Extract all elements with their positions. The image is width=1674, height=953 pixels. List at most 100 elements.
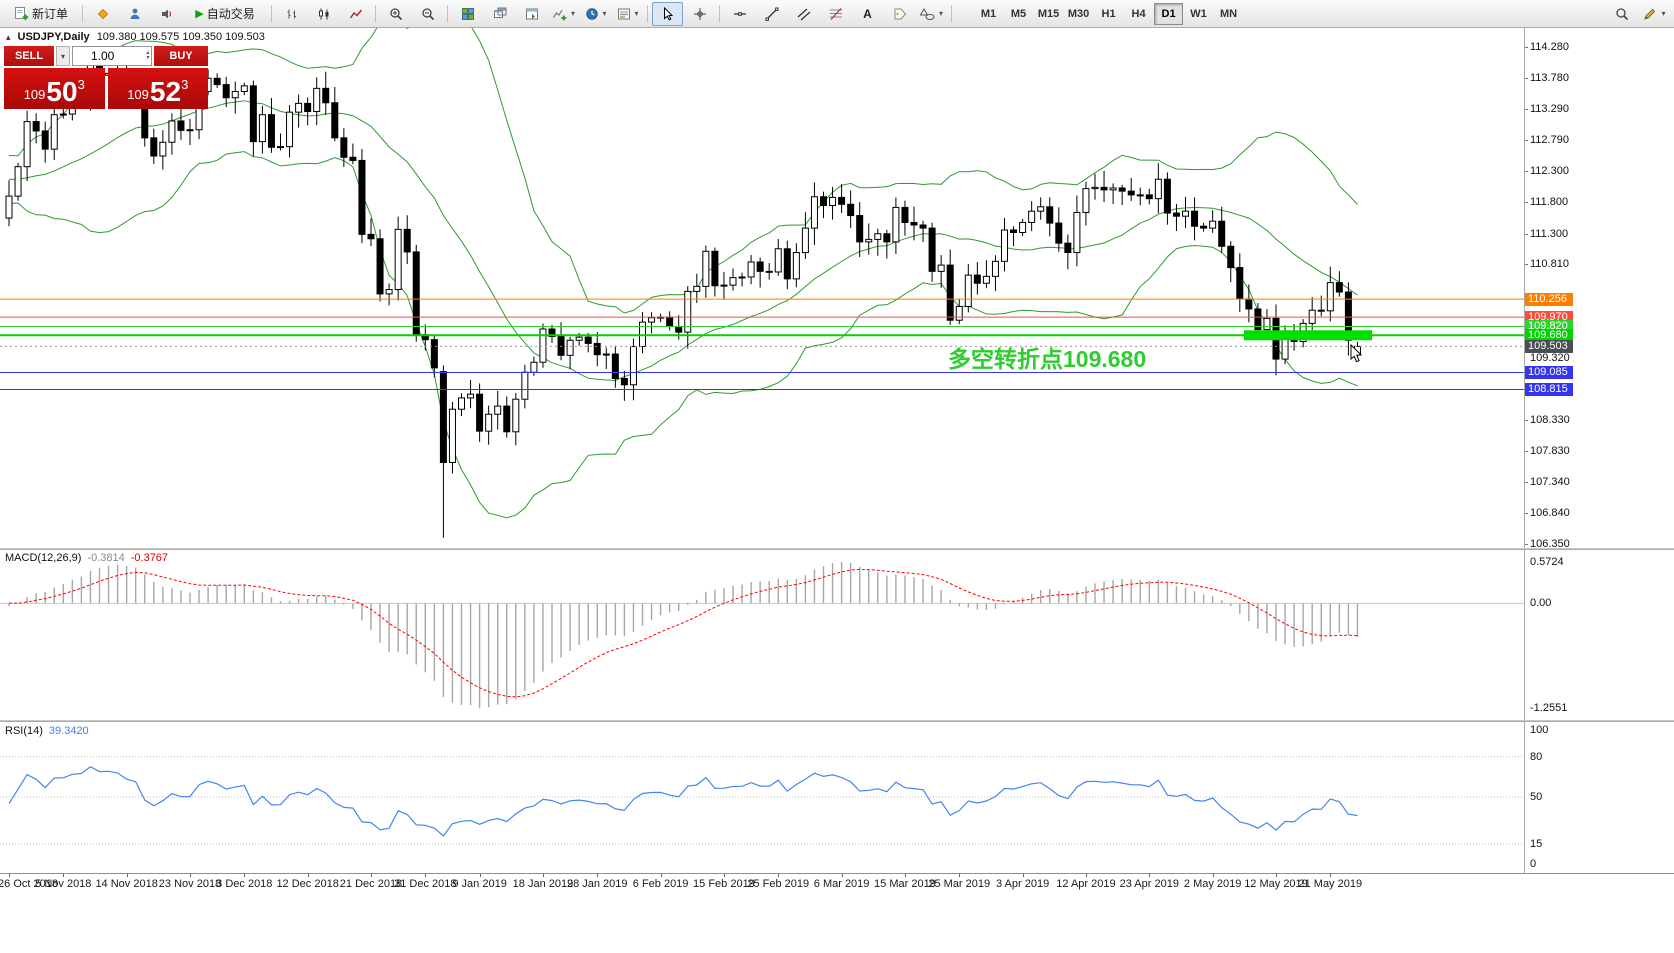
cursor-tool-button[interactable]	[652, 1, 684, 26]
fibonacci-icon	[829, 7, 842, 20]
macd-panel-separator[interactable]	[0, 548, 1674, 550]
date-label: 31 Dec 2018	[394, 878, 457, 890]
price-tick-label: 112.300	[1530, 165, 1569, 178]
candle-body	[1263, 317, 1271, 331]
candle-body	[1335, 282, 1343, 293]
price-tick-mark	[1525, 543, 1528, 545]
rsi-panel-separator[interactable]	[0, 720, 1674, 722]
date-tick	[723, 874, 725, 877]
support-zone-rectangle[interactable]	[1244, 330, 1372, 341]
stepper-down-icon[interactable]: ▾	[145, 55, 149, 61]
volume-stepper[interactable]: ▴ ▾	[145, 50, 149, 61]
candle-body	[1109, 187, 1117, 191]
price-chart-canvas[interactable]	[0, 28, 1524, 548]
new-order-label: 新订单	[31, 7, 68, 21]
zoom-in-button[interactable]	[380, 2, 411, 26]
date-label: 6 Feb 2019	[632, 878, 689, 890]
date-label: 14 Nov 2018	[95, 878, 158, 890]
volume-input[interactable]: 1.00 ▴ ▾	[72, 46, 152, 66]
candle-body	[856, 215, 864, 243]
fibonacci-tool-button[interactable]	[820, 2, 851, 26]
timeframe-button-d1[interactable]: D1	[1154, 2, 1184, 25]
auto-trading-button[interactable]: ▶ 自动交易	[183, 2, 267, 26]
date-label: 12 May 2019	[1244, 878, 1308, 890]
candle-body	[231, 90, 239, 99]
market-diamond-icon	[97, 8, 108, 19]
bollinger-band-line	[8, 151, 1358, 519]
macd-signal-value: -0.3767	[130, 552, 169, 564]
market-button[interactable]	[87, 2, 118, 26]
timeframe-button-w1[interactable]: W1	[1190, 7, 1207, 20]
timeframe-button-m1[interactable]: M1	[980, 7, 997, 20]
price-tick-mark	[1525, 140, 1528, 142]
sell-button[interactable]: SELL	[4, 46, 54, 66]
macd-label: MACD(12,26,9) -0.3814 -0.3767	[5, 552, 168, 564]
timeframe-button-h4[interactable]: H4	[1131, 7, 1146, 20]
one-click-trading-panel: SELL ▾ 1.00 ▴ ▾ BUY 109 50 3 109 52 3	[4, 46, 208, 109]
chevron-down-icon: ▾	[634, 9, 639, 18]
price-tick-mark	[1525, 171, 1528, 173]
date-tick	[190, 874, 191, 877]
chart-line-button[interactable]	[340, 2, 371, 26]
timeframe-button-h1[interactable]: H1	[1101, 7, 1116, 20]
shapes-tool-button[interactable]: ▾	[916, 2, 947, 26]
candle-body	[1317, 309, 1325, 312]
quick-edit-button[interactable]: ▾	[1639, 2, 1670, 26]
chart-bars-button[interactable]	[276, 2, 307, 26]
one-click-toggle-icon[interactable]: ▴	[6, 31, 11, 42]
text-label-tool-button[interactable]	[884, 2, 915, 26]
volume-dropdown-button[interactable]: ▾	[56, 46, 70, 66]
buy-price-tile[interactable]: 109 52 3	[107, 68, 208, 109]
candle-body	[711, 250, 719, 287]
chart-annotation-text[interactable]: 多空转折点109.680	[948, 346, 1147, 372]
rsi-label: RSI(14) 39.3420	[5, 725, 89, 737]
buy-button[interactable]: BUY	[154, 46, 208, 66]
time-axis[interactable]: 26 Oct 2018 5 Nov 2018 14 Nov 2018 23 Nov 2…	[0, 873, 1674, 894]
trendline-tool-button[interactable]	[756, 2, 787, 26]
arrange-windows-button[interactable]	[516, 2, 547, 26]
candle-body	[720, 284, 728, 287]
timeframe-button-m30[interactable]: M30	[1067, 7, 1090, 20]
price-tick-label: 106.350	[1530, 537, 1570, 550]
text-tool-button[interactable]: A	[852, 2, 883, 26]
stepper-up-icon[interactable]: ▴	[145, 50, 149, 56]
buy-price-prefix: 109	[127, 87, 149, 102]
crosshair-tool-button[interactable]	[684, 2, 715, 26]
candle-body	[168, 120, 176, 143]
indicators-button[interactable]: ▾	[548, 2, 579, 26]
search-button[interactable]	[1606, 2, 1637, 26]
date-label: 23 Apr 2019	[1119, 878, 1179, 890]
timeframe-group: M1 M5 M15 M30 H1 H4 D1 W1 MN	[974, 2, 1243, 25]
candle-body	[629, 346, 637, 386]
sounds-button[interactable]	[151, 2, 182, 26]
date-label: 2 May 2019	[1183, 878, 1242, 890]
price-axis[interactable]: 110.256 109.970 109.820 109.680 109.085 108.8…	[1524, 28, 1674, 873]
templates-button[interactable]: ▾	[612, 2, 643, 26]
macd-panel-canvas[interactable]	[0, 550, 1524, 720]
macd-signal-line	[8, 568, 1358, 698]
chart-candles-button[interactable]	[308, 2, 339, 26]
zoom-out-button[interactable]	[412, 2, 443, 26]
horizontal-line-tool-button[interactable]	[724, 2, 755, 26]
new-order-button[interactable]: 新订单	[4, 2, 78, 26]
candle-body	[150, 137, 158, 157]
timeframe-button-mn[interactable]: MN	[1219, 7, 1238, 20]
channel-tool-button[interactable]	[788, 2, 819, 26]
community-button[interactable]	[119, 2, 150, 26]
indicators-icon	[553, 9, 567, 20]
candle-body	[1127, 190, 1135, 196]
rsi-panel-canvas[interactable]	[0, 722, 1524, 872]
cascade-windows-button[interactable]	[484, 2, 515, 26]
template-icon	[617, 8, 630, 19]
timeframe-button-m5[interactable]: M5	[1010, 7, 1027, 20]
tile-windows-button[interactable]	[452, 2, 483, 26]
timeframe-button-m15[interactable]: M15	[1037, 7, 1060, 20]
date-label: 15 Mar 2019	[874, 878, 936, 890]
candle-body	[584, 336, 592, 344]
date-tick	[1149, 874, 1151, 877]
periods-button[interactable]: ▾	[580, 2, 611, 26]
sell-price-tile[interactable]: 109 50 3	[4, 68, 105, 109]
price-tick-mark	[1525, 78, 1528, 80]
candle-body	[829, 196, 837, 207]
candle-body	[503, 405, 511, 433]
